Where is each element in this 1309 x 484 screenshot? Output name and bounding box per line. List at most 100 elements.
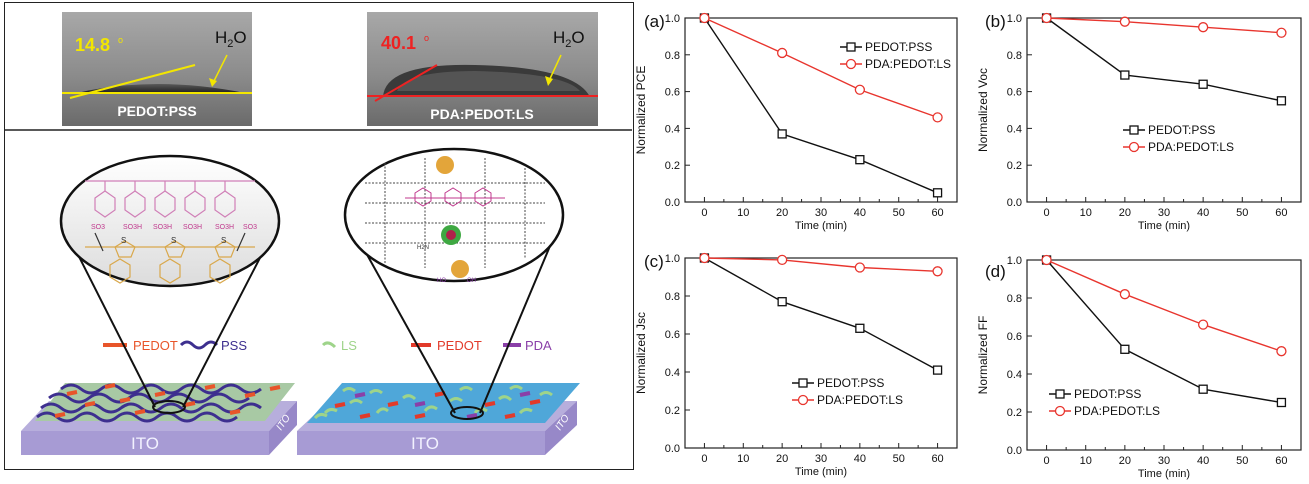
pda-core [446,230,456,240]
x-tick-label: 0 [701,207,707,219]
sulfonate-end-label: SO3 [243,224,257,231]
chart-b: 0.0 0.2 0.4 0.6 0.8 1.0 0 10 20 30 40 50 60 Time (min… [976,12,1302,232]
pointer-arrow [211,54,228,86]
y-axis-label: Normalized PCE [634,66,648,155]
sulfur-label: S [221,236,226,245]
pedot-segments [54,383,281,418]
sulfonate-label: SO3H [183,224,202,231]
data-point-circle [854,262,866,273]
y-tick-label: 0.8 [665,50,680,62]
arrow-head [209,78,217,87]
pda-segments [354,391,531,419]
legend-marker-circle [797,394,809,406]
x-axis-label: Time (min) [795,220,847,232]
series-line [703,17,938,194]
series-line [704,17,938,119]
x-tick-label: 50 [1236,207,1248,219]
data-point-square [1276,397,1287,408]
y-axis-label: Normalized Voc [976,68,990,152]
x-tick-label: 50 [1236,455,1248,467]
data-point-square [777,129,787,139]
y-tick-label: 1.0 [665,253,680,265]
y-axis-label: Normalized Jsc [634,312,648,394]
series-line [1046,17,1282,34]
x-tick-label: 20 [776,453,788,465]
data-point-circle [932,112,943,123]
chart-d: 0.0 0.2 0.4 0.6 0.8 1.0 0 10 20 30 40 50 60 Time (min… [976,254,1302,480]
x-tick-label: 30 [815,207,827,219]
y-tick-label: 0.4 [665,367,680,379]
data-point-circle [1119,16,1131,27]
degree-sign: o [118,35,123,45]
x-tick-label: 10 [1080,207,1092,219]
panel-label: (b) [985,12,1006,31]
x-axis-label: Time (min) [1138,220,1190,232]
series-line [1046,259,1282,352]
water-label: H2O [553,28,585,50]
data-point-circle [854,84,866,95]
x-tick-label: 10 [737,207,749,219]
ls-chains [313,385,553,420]
x-axis-label: Time (min) [795,466,847,478]
pedot-backbone [85,232,255,284]
x-tick-label: 10 [1080,455,1092,467]
pedot-chain [405,187,505,207]
tangent-line [374,64,438,102]
x-tick-label: 50 [893,207,905,219]
ito-side [269,401,297,455]
amine-label: H2N [417,245,429,251]
x-tick-label: 60 [931,207,943,219]
sulfur-labels: S S S [121,236,226,245]
contact-angle-photo-pda-pedot-ls: 40.1 o H2O PDA:PEDOT:LS [367,12,598,126]
schematic-figure: 14.8 o H2O PEDOT:PSS 40.1 o H2O PDA:PEDO… [5,12,632,455]
material-label: PEDOT:PSS [117,103,196,119]
data-point-square [932,365,943,375]
pedot-segments [334,391,541,419]
x-tick-label: 60 [931,453,943,465]
magnified-view-pda-pedot-ls: H2N HO OH [343,147,565,284]
ls-network [365,158,545,268]
schematic-panel: 14.8 o H2O PEDOT:PSS 40.1 o H2O PDA:PEDO… [4,2,634,470]
plot-frame [1026,259,1302,451]
legend-label: PDA:PEDOT:LS [817,393,903,407]
x-tick-label: 50 [893,453,905,465]
legend-marker-circle [1128,141,1140,153]
contact-angle-value: 14.8 [75,35,110,55]
x-tick-label: 0 [1044,455,1050,467]
y-tick-label: 0.2 [665,160,680,172]
sulfonate-label: SO3H [153,224,172,231]
arrow-head [545,76,553,86]
y-tick-label: 1.0 [1007,255,1022,267]
x-tick-label: 30 [1158,207,1170,219]
y-tick-label: 0.0 [665,443,680,455]
plot-frame [1026,17,1302,203]
data-point-square [1120,344,1130,354]
pss-chains [36,383,262,423]
ito-label: ITO [411,434,439,453]
y-tick-label: 0.0 [1007,197,1022,209]
data-point-circle [932,266,943,277]
data-point-square [1198,384,1208,394]
y-tick-label: 0.6 [665,329,680,341]
tangent-line [69,64,196,99]
y-tick-label: 0.2 [1007,160,1022,172]
sulfur-label: S [171,236,176,245]
data-point-square [1120,70,1130,80]
sulfonate-labels: SO3 SO3H SO3H SO3H SO3H SO3 [91,224,257,231]
legend-marker-circle [845,58,857,70]
data-point-square [932,188,943,198]
x-tick-label: 60 [1275,207,1287,219]
degree-sign: o [424,33,429,43]
legend-marker-circle [1054,405,1066,417]
x-tick-label: 60 [1275,455,1287,467]
legend-marker-square [1055,389,1065,399]
pda-legend-label: PDA [525,338,552,353]
x-tick-label: 40 [854,207,866,219]
legend-label: PEDOT:PSS [817,376,884,390]
data-point-circle [1276,346,1287,357]
sulfur-label: S [121,236,126,245]
hydroxyl-label: HO [437,278,446,284]
y-tick-label: 0.8 [665,291,680,303]
data-point-square [1198,79,1208,89]
y-tick-label: 0.8 [1007,50,1022,62]
